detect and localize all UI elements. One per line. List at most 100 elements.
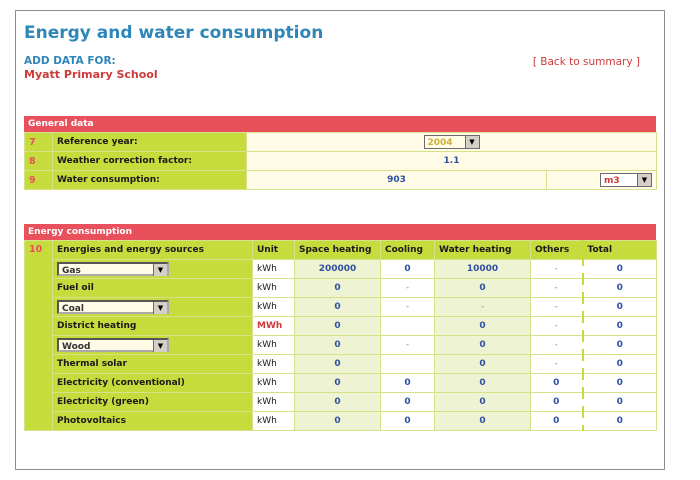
energy-source-select[interactable]: Wood ▼ xyxy=(57,338,169,352)
reference-year-select[interactable]: 2004 ▼ xyxy=(423,135,480,149)
cooling-cell[interactable]: 0 xyxy=(380,259,435,279)
row-number: 7 xyxy=(24,132,53,152)
energy-consumption-section: Energy consumption 10 Energies and energ… xyxy=(24,224,657,431)
water-heating-cell[interactable]: 0 xyxy=(434,335,531,355)
table-row: Coal ▼ kWh 0- - -0 xyxy=(25,297,657,317)
total-cell: 0 xyxy=(581,373,657,393)
energy-source-value: Coal xyxy=(62,304,84,314)
table-row: 9 Water consumption: 903 m3 ▼ xyxy=(24,170,657,190)
water-heating-cell: - xyxy=(434,297,531,317)
content-frame: Energy and water consumption ADD DATA FO… xyxy=(15,10,665,470)
weather-factor-label: Weather correction factor: xyxy=(52,151,247,171)
space-heating-cell[interactable]: 0 xyxy=(294,297,381,317)
back-to-summary-link[interactable]: Back to summary xyxy=(540,56,633,68)
energy-consumption-table: 10 Energies and energy sources Unit Spac… xyxy=(24,240,657,431)
others-cell[interactable]: 0 xyxy=(530,373,583,393)
water-heating-cell[interactable]: 0 xyxy=(434,278,531,298)
space-heating-cell[interactable]: 0 xyxy=(294,392,381,412)
chevron-down-icon: ▼ xyxy=(464,136,479,148)
energy-consumption-header: Energy consumption xyxy=(24,224,656,240)
add-data-label: ADD DATA FOR: xyxy=(24,55,116,67)
total-cell: 0 xyxy=(581,259,657,279)
table-row: Wood ▼ kWh 0-0-0 xyxy=(25,335,657,355)
row-number: 10 xyxy=(24,240,53,431)
weather-factor-value[interactable]: 1.1 xyxy=(246,151,657,171)
space-heating-cell[interactable]: 200000 xyxy=(294,259,381,279)
bracket-open: [ xyxy=(532,56,541,68)
space-heating-cell[interactable]: 0 xyxy=(294,411,381,431)
energy-source-select[interactable]: Gas ▼ xyxy=(57,262,169,276)
reference-year-value: 2004 xyxy=(427,138,453,148)
water-consumption-value[interactable]: 903 xyxy=(246,170,547,190)
energy-source-label: Electricity (green) xyxy=(52,392,253,412)
column-header: Energies and energy sources xyxy=(52,240,253,260)
others-cell[interactable]: 0 xyxy=(530,411,583,431)
cooling-cell[interactable]: 0 xyxy=(380,411,435,431)
energy-source-label: Fuel oil xyxy=(52,278,253,298)
others-cell[interactable]: 0 xyxy=(530,392,583,412)
water-unit-value: m3 xyxy=(604,176,620,186)
water-heating-cell[interactable]: 0 xyxy=(434,392,531,412)
column-header: Total xyxy=(581,240,657,260)
water-heating-cell[interactable]: 0 xyxy=(434,354,531,374)
total-cell: 0 xyxy=(581,316,657,336)
energy-source-cell: Gas ▼ xyxy=(52,259,253,279)
table-row: District heating MWh 0 0-0 xyxy=(25,316,657,336)
space-heating-cell[interactable]: 0 xyxy=(294,354,381,374)
school-name: Myatt Primary School xyxy=(24,68,158,81)
general-data-section: General data 7 Reference year: 2004 ▼ 8 … xyxy=(24,116,657,190)
page-title: Energy and water consumption xyxy=(24,23,324,43)
water-heating-cell[interactable]: 10000 xyxy=(434,259,531,279)
table-row: 8 Weather correction factor: 1.1 xyxy=(24,151,657,171)
water-heating-cell[interactable]: 0 xyxy=(434,411,531,431)
energy-source-label: District heating xyxy=(52,316,253,336)
space-heating-cell[interactable]: 0 xyxy=(294,335,381,355)
bracket-close: ] xyxy=(632,56,640,68)
others-cell: - xyxy=(530,278,583,298)
chevron-down-icon: ▼ xyxy=(153,302,167,314)
water-unit-cell: m3 ▼ xyxy=(546,170,657,190)
chevron-down-icon: ▼ xyxy=(153,340,167,352)
table-row: Photovoltaics kWh 0 0 0 0 0 xyxy=(25,411,657,431)
table-row: 7 Reference year: 2004 ▼ xyxy=(24,132,657,152)
row-number: 9 xyxy=(24,170,53,190)
total-cell: 0 xyxy=(581,297,657,317)
total-cell: 0 xyxy=(581,335,657,355)
total-cell: 0 xyxy=(581,392,657,412)
water-unit-select[interactable]: m3 ▼ xyxy=(600,173,652,187)
table-row: Electricity (green) kWh 0 0 0 0 0 xyxy=(25,392,657,412)
cooling-cell: - xyxy=(380,278,435,298)
column-header: Others xyxy=(530,240,583,260)
cooling-cell: - xyxy=(380,297,435,317)
chevron-down-icon: ▼ xyxy=(637,174,651,186)
space-heating-cell[interactable]: 0 xyxy=(294,373,381,393)
energy-source-value: Gas xyxy=(62,266,81,276)
unit-cell: kWh xyxy=(252,335,295,355)
reference-year-cell: 2004 ▼ xyxy=(246,132,657,152)
water-consumption-label: Water consumption: xyxy=(52,170,247,190)
energy-source-cell: Wood ▼ xyxy=(52,335,253,355)
water-heating-cell[interactable]: 0 xyxy=(434,373,531,393)
energy-source-value: Wood xyxy=(62,342,91,352)
space-heating-cell[interactable]: 0 xyxy=(294,278,381,298)
back-link-wrapper: [ Back to summary ] xyxy=(533,56,640,68)
energy-source-select[interactable]: Coal ▼ xyxy=(57,300,169,314)
space-heating-cell[interactable]: 0 xyxy=(294,316,381,336)
cooling-cell[interactable]: 0 xyxy=(380,392,435,412)
table-row: Fuel oil kWh 0-0-0 xyxy=(25,278,657,298)
table-row: Gas ▼ kWh 200000 0 10000-0 xyxy=(25,259,657,279)
cooling-cell[interactable]: 0 xyxy=(380,373,435,393)
unit-cell: kWh xyxy=(252,278,295,298)
total-cell: 0 xyxy=(581,354,657,374)
energy-source-label: Photovoltaics xyxy=(52,411,253,431)
water-heating-cell[interactable]: 0 xyxy=(434,316,531,336)
energy-source-label: Thermal solar xyxy=(52,354,253,374)
total-cell: 0 xyxy=(581,411,657,431)
table-row: Thermal solar kWh 0 0-0 xyxy=(25,354,657,374)
row-number: 8 xyxy=(24,151,53,171)
others-cell: - xyxy=(530,316,583,336)
unit-cell: kWh xyxy=(252,411,295,431)
column-header: Unit xyxy=(252,240,295,260)
unit-cell: MWh xyxy=(252,316,295,336)
unit-cell: kWh xyxy=(252,392,295,412)
